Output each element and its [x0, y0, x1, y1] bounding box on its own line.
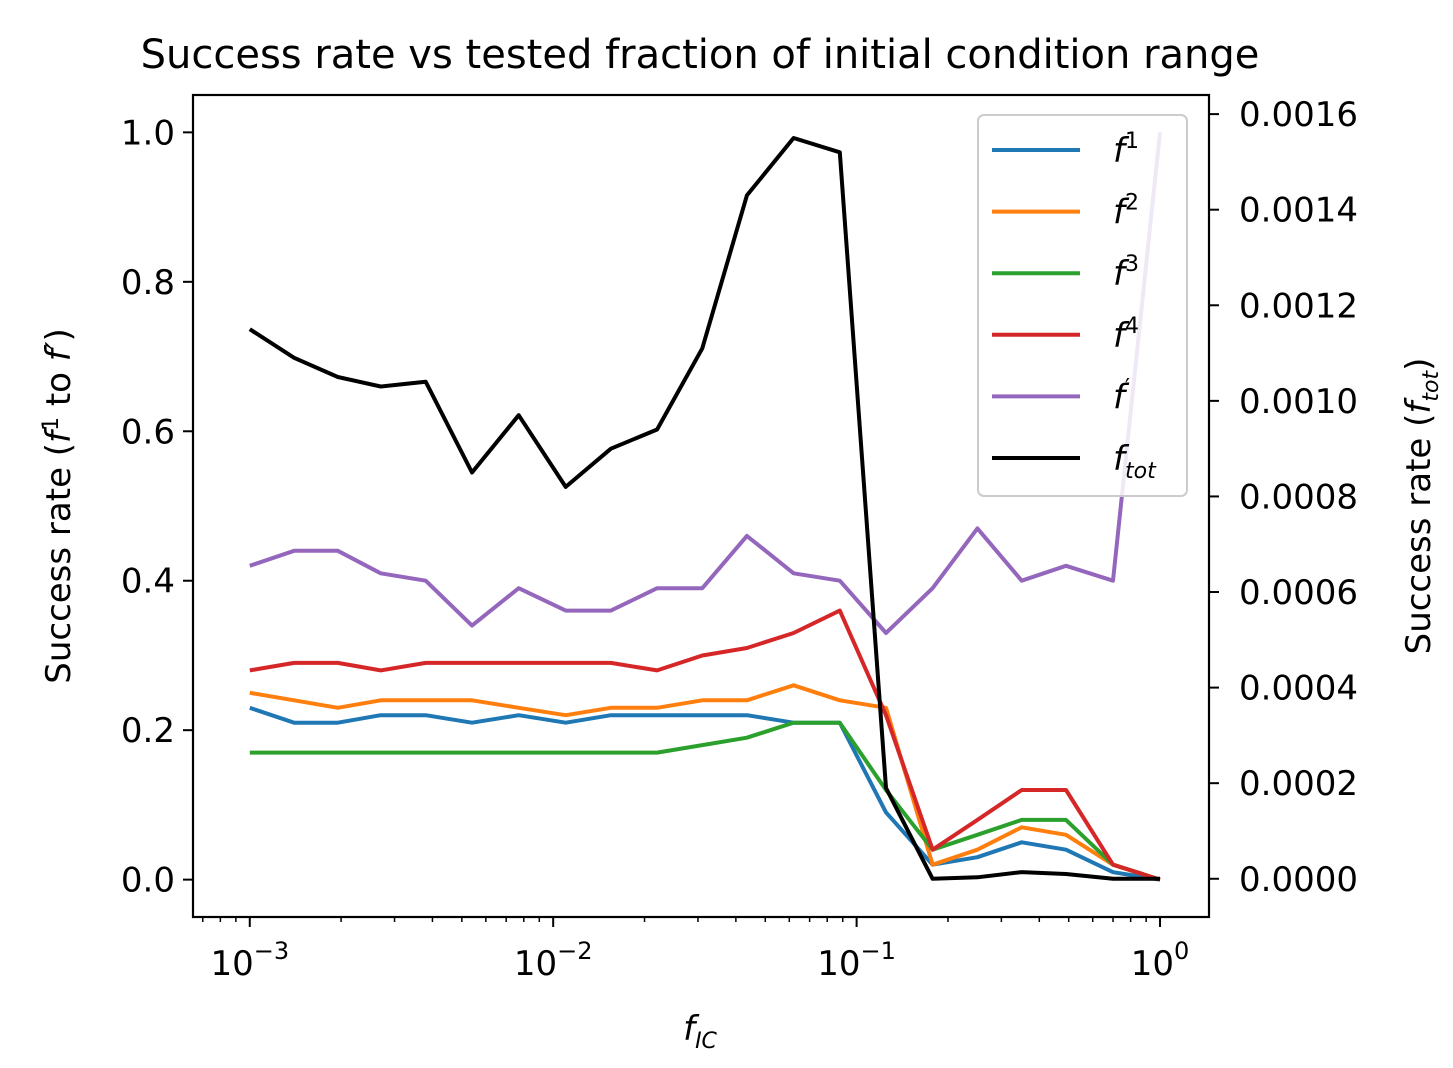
y-right-tick-label: 0.0002 — [1239, 764, 1358, 804]
y-left-tick-label: 0.0 — [121, 861, 175, 901]
series-lines — [248, 132, 1162, 882]
y-axis-left-title: Success rate (f1 to f′) — [39, 328, 79, 684]
x-tick-label: 10−2 — [514, 937, 593, 984]
y-right-tick-label: 0.0016 — [1239, 95, 1358, 135]
y-right-tick-label: 0.0008 — [1239, 477, 1358, 517]
y-right-tick-label: 0.0000 — [1239, 860, 1358, 900]
y-right-tick-label: 0.0006 — [1239, 573, 1358, 613]
series-line-1 — [249, 705, 1161, 882]
y-axis-right: 0.0000 0.0002 0.0004 0.0006 0.0008 0.0010 0.00… — [1209, 95, 1358, 900]
y-left-tick-label: 0.6 — [121, 412, 175, 452]
y-axis-left: 0.0 0.2 0.4 0.6 0.8 1.0 — [121, 113, 193, 901]
plot-frame — [191, 93, 1211, 919]
series-line-2 — [249, 683, 1161, 882]
legend-box — [977, 114, 1188, 497]
y-left-tick-label: 1.0 — [121, 113, 175, 153]
x-tick-label: 10−3 — [210, 937, 289, 984]
y-right-tick-label: 0.0012 — [1239, 286, 1358, 326]
series-line-4 — [249, 608, 1161, 882]
y-left-tick-label: 0.4 — [121, 562, 175, 602]
series-line-5 — [249, 132, 1162, 635]
y-axis-right-title: Success rate (ftot) — [1399, 358, 1444, 655]
y-left-tick-label: 0.8 — [121, 263, 175, 303]
x-tick-label: 10−1 — [817, 937, 896, 984]
y-right-tick-label: 0.0010 — [1239, 382, 1358, 422]
series-line-6 — [248, 136, 1160, 881]
y-left-tick-label: 0.2 — [121, 711, 175, 751]
series-line-3 — [249, 720, 1161, 882]
y-right-tick-label: 0.0014 — [1239, 191, 1358, 231]
x-tick-label: 100 — [1131, 937, 1190, 984]
chart-title: Success rate vs tested fraction of initi… — [141, 32, 1260, 78]
x-axis-title: fIC — [683, 1009, 717, 1054]
x-axis: 10−3 10−2 10−1 100 — [202, 917, 1190, 984]
y-right-tick-label: 0.0004 — [1239, 669, 1358, 709]
